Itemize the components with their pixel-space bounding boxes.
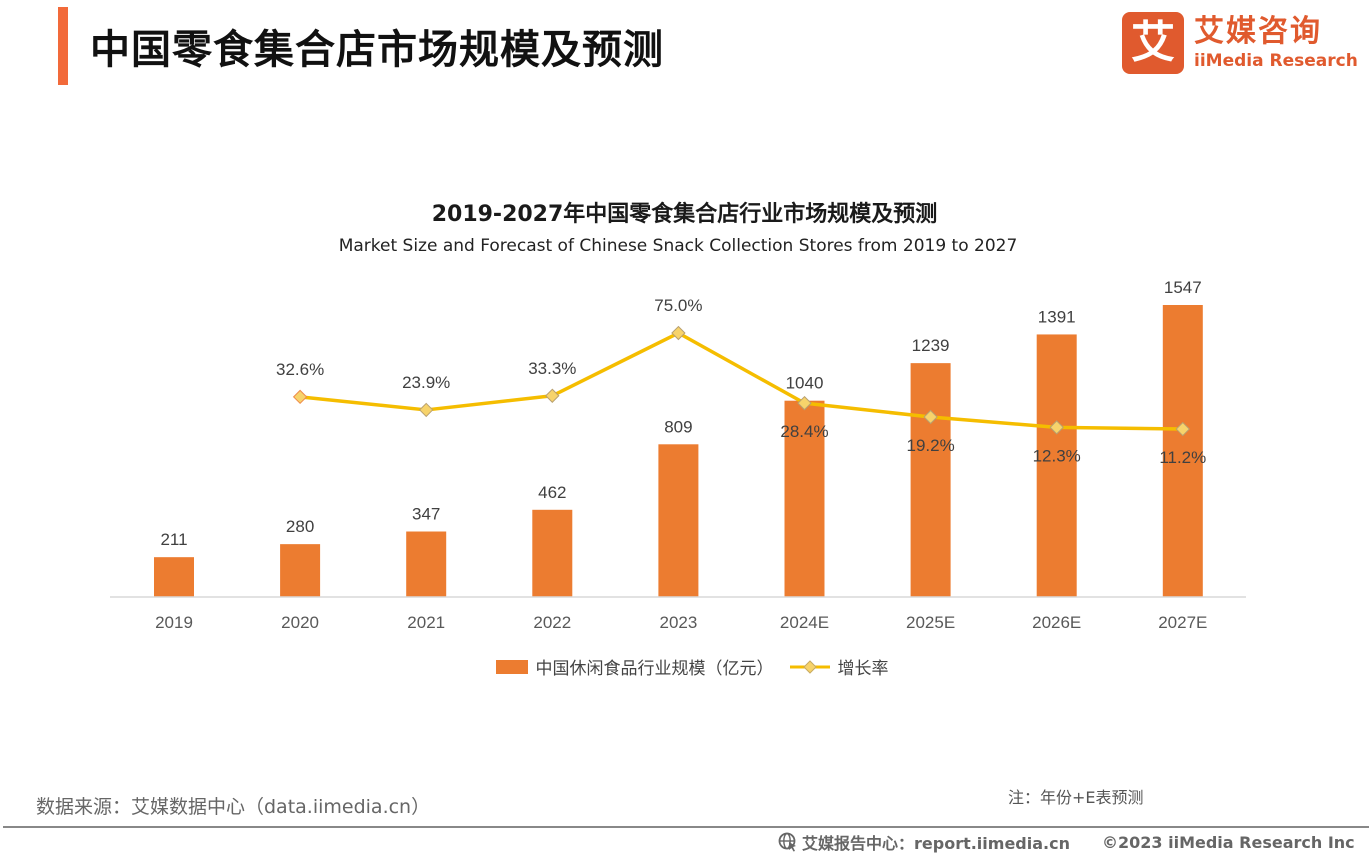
report-center-link[interactable]: 艾媒报告中心：report.iimedia.cn — [802, 834, 1070, 853]
legend-label-growth-rate: 增长率 — [837, 659, 889, 679]
growth-marker-2025E — [923, 409, 938, 425]
growth-marker-2024E — [797, 395, 812, 411]
footer: 艾媒报告中心：report.iimedia.cn ©2023 iiMedia R… — [778, 830, 1355, 854]
growth-marker-2026E — [1049, 420, 1064, 435]
legend-line-diamond-icon — [789, 659, 830, 674]
bar-value-label-2024E: 1040 — [786, 374, 824, 393]
bar-2024E — [784, 400, 825, 597]
growth-marker-2020 — [292, 389, 308, 405]
x-tick-label-2023: 2023 — [659, 613, 697, 632]
bar-value-label-2022: 462 — [538, 483, 566, 502]
bar-value-label-2021: 347 — [412, 505, 440, 524]
x-tick-label-2024E: 2024E — [780, 613, 829, 632]
x-tick-label-2027E: 2027E — [1158, 613, 1207, 632]
bar-value-labels: 211 280 347 462 809 1040 1239 1391 1547 — [160, 278, 1201, 549]
chart-subtitle: Market Size and Forecast of Chinese Snac… — [338, 236, 1018, 256]
growth-rate-label-2020: 32.6% — [276, 360, 324, 379]
legend-item-growth-rate: 增长率 — [789, 654, 889, 679]
legend-bar-swatch-icon — [495, 659, 528, 674]
bar-value-label-2023: 809 — [664, 417, 692, 436]
legend-label-market-size: 中国休闲食品行业规模（亿元） — [535, 659, 774, 679]
bar-2023 — [658, 444, 699, 597]
growth-marker-2023 — [671, 325, 686, 341]
growth-marker-2027E — [1175, 421, 1191, 437]
bar-2022 — [532, 509, 573, 597]
growth-rate-label-2022: 33.3% — [528, 359, 576, 378]
bar-2026E — [1036, 334, 1077, 597]
logo-text-cn: 艾媒咨询 — [1194, 14, 1322, 49]
copyright: ©2023 iiMedia Research Inc — [1102, 832, 1355, 852]
bar-value-label-2027E: 1547 — [1164, 278, 1202, 297]
legend-item-market-size: 中国休闲食品行业规模（亿元） — [495, 654, 774, 679]
bar-2019 — [154, 557, 194, 597]
bar-2020 — [280, 544, 321, 597]
forecast-note: 注：年份+E表预测 — [1008, 788, 1144, 807]
bar-2025E — [910, 363, 951, 597]
growth-rate-line — [299, 331, 1183, 431]
globe-cursor-icon — [778, 832, 796, 852]
logo-text-en: iiMedia Research — [1194, 51, 1358, 71]
bar-value-label-2019: 211 — [160, 530, 187, 549]
page-title: 中国零食集合店市场规模及预测 — [90, 27, 664, 73]
x-tick-label-2019: 2019 — [155, 613, 193, 632]
x-tick-labels: 2019 2020 2021 2022 2023 2024E 2025E 2026E 2027E — [155, 613, 1207, 632]
growth-rate-label-2024E: 28.4% — [780, 422, 828, 441]
x-tick-label-2022: 2022 — [533, 613, 571, 632]
iimedia-logo: 艾 艾媒咨询 iiMedia Research — [1122, 12, 1358, 76]
x-tick-label-2020: 2020 — [281, 613, 319, 632]
growth-marker-2021 — [418, 402, 434, 418]
chart-legend: 中国休闲食品行业规模（亿元） 增长率 — [0, 654, 1369, 679]
growth-rate-label-2025E: 19.2% — [906, 436, 954, 455]
bar-value-label-2026E: 1391 — [1038, 307, 1076, 326]
x-tick-label-2025E: 2025E — [906, 613, 955, 632]
bar-value-label-2020: 280 — [286, 517, 314, 536]
bar-2027E — [1162, 305, 1203, 597]
logo-mark-icon: 艾 — [1122, 12, 1184, 74]
bar-value-label-2025E: 1239 — [912, 336, 950, 355]
growth-rate-label-2027E: 11.2% — [1159, 448, 1206, 467]
growth-rate-label-2026E: 12.3% — [1033, 446, 1081, 465]
data-source: 数据来源：艾媒数据中心（data.iimedia.cn） — [36, 796, 431, 818]
growth-line-layer: 32.6% 23.9% 33.3% 75.0% 28.4% 19.2% 12.3% 11.2% — [276, 296, 1206, 467]
growth-rate-label-2021: 23.9% — [402, 373, 450, 392]
growth-rate-label-2023: 75.0% — [654, 296, 702, 315]
footer-divider — [3, 826, 1369, 828]
bars-layer — [154, 305, 1203, 597]
chart-title: 2019-2027年中国零食集合店行业市场规模及预测 — [431, 202, 938, 227]
x-tick-label-2021: 2021 — [407, 613, 445, 632]
bar-2021 — [406, 531, 447, 597]
title-accent-bar — [58, 7, 68, 85]
growth-marker-2022 — [545, 388, 560, 403]
x-tick-label-2026E: 2026E — [1032, 613, 1081, 632]
